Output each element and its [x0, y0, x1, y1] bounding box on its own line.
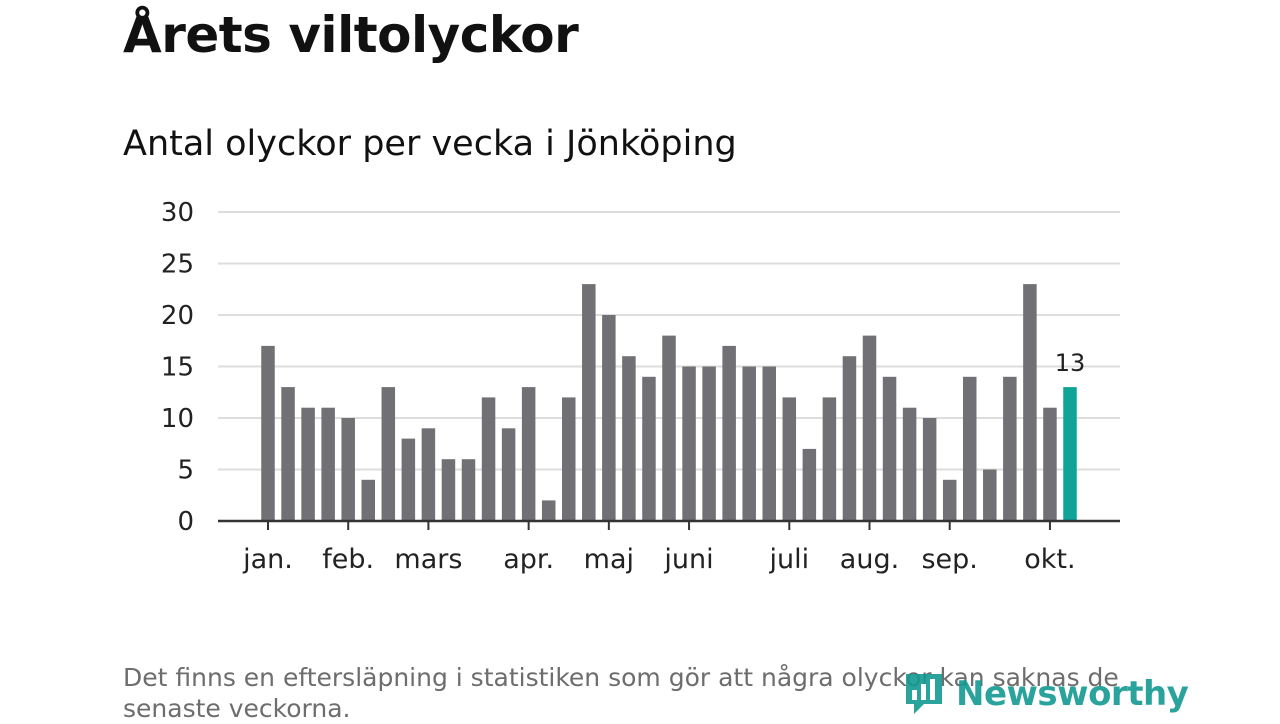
- bar: [682, 366, 696, 521]
- bar-chart: 0 5 10 15 20 25 30 jan. feb. mars apr. maj juni juli…: [161, 198, 1120, 575]
- bar: [702, 366, 716, 521]
- bar: [461, 459, 476, 521]
- bar: [401, 438, 416, 521]
- newsworthy-logo-icon: [906, 674, 942, 714]
- bar: [922, 418, 937, 521]
- bar: [762, 366, 776, 521]
- bar: [321, 407, 335, 521]
- bar: [1003, 376, 1017, 521]
- bar: [662, 335, 676, 521]
- highlight-value-label: 13: [1055, 349, 1086, 377]
- bar: [421, 428, 436, 521]
- x-tick-label: okt.: [1024, 544, 1075, 575]
- y-tick-label: 10: [161, 404, 194, 434]
- bar: [742, 366, 756, 521]
- bar: [902, 407, 917, 521]
- x-tick-label: juni: [663, 544, 713, 575]
- y-tick-label: 20: [161, 301, 194, 331]
- brand-logo: Newsworthy: [902, 668, 1189, 720]
- x-tick-label: aug.: [840, 544, 899, 575]
- bar: [862, 335, 877, 521]
- bar: [1023, 284, 1037, 521]
- y-tick-label: 0: [177, 507, 194, 537]
- x-axis-ticks: jan. feb. mars apr. maj juni juli aug. sep. okt.: [242, 521, 1076, 575]
- bar: [822, 397, 837, 521]
- bar: [602, 315, 616, 521]
- bar: [281, 387, 295, 521]
- bar: [381, 387, 396, 521]
- x-tick-label: apr.: [503, 544, 554, 575]
- data-labels: 13: [1055, 349, 1086, 377]
- bar: [481, 397, 496, 521]
- x-tick-label: maj: [584, 544, 634, 575]
- y-axis-ticks: 0 5 10 15 20 25 30: [161, 198, 194, 537]
- y-tick-label: 5: [177, 456, 194, 486]
- y-tick-label: 30: [161, 198, 194, 228]
- y-tick-label: 15: [161, 353, 194, 383]
- bar: [963, 376, 977, 521]
- bar: [361, 479, 375, 521]
- bar: [582, 284, 596, 521]
- bar: [501, 428, 516, 521]
- x-tick-label: jan.: [242, 544, 293, 575]
- bar: [642, 376, 656, 521]
- chart-subtitle: Antal olyckor per vecka i Jönköping: [123, 124, 737, 164]
- bar: [802, 448, 817, 521]
- x-tick-label: juli: [768, 544, 809, 575]
- bar: [983, 469, 997, 521]
- bar: [782, 397, 797, 521]
- x-tick-label: mars: [394, 544, 462, 575]
- footnote: Det finns en eftersläpning i statistiken…: [123, 663, 1119, 723]
- bar: [541, 500, 556, 521]
- bar: [842, 356, 857, 521]
- bar: [301, 407, 315, 521]
- bar: [441, 459, 456, 521]
- bar: [562, 397, 576, 521]
- x-tick-label: feb.: [322, 544, 374, 575]
- bar: [882, 376, 897, 521]
- bars: [261, 284, 1077, 521]
- bar: [1043, 407, 1057, 521]
- bar: [261, 345, 275, 521]
- bar: [622, 356, 636, 521]
- brand-name: Newsworthy: [956, 674, 1189, 714]
- bar: [341, 418, 355, 521]
- bar: [521, 387, 536, 521]
- bar: [942, 479, 957, 521]
- bar-highlight: [1063, 387, 1077, 521]
- y-tick-label: 25: [161, 250, 194, 280]
- chart-title: Årets viltolyckor: [123, 6, 579, 64]
- bar: [722, 345, 736, 521]
- x-tick-label: sep.: [921, 544, 977, 575]
